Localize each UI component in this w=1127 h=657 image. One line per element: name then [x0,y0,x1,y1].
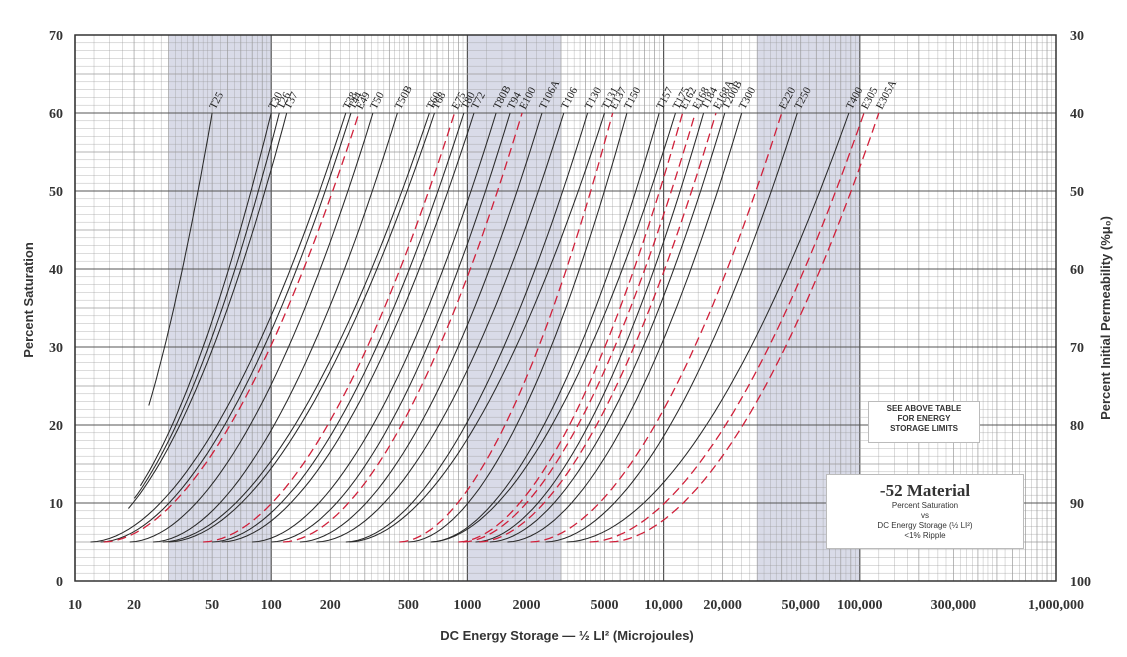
chart-subtitle-line: DC Energy Storage (½ LI²) [877,521,973,530]
x-tick-label: 200 [320,598,341,613]
chart-subtitle-line: <1% Ripple [904,531,946,540]
y-tick-label: 20 [49,419,63,434]
curve-e100 [283,112,523,543]
curve-t50b [153,112,398,543]
chart-subtitle-line: Percent Saturation [891,501,959,510]
grid-lines [74,34,1056,582]
y2-tick-label: 60 [1070,263,1084,278]
y2-tick-label: 50 [1070,185,1084,200]
curve-t200b [489,112,726,543]
y2-tick-labels: 100 90 80 70 60 50 40 30 [1070,29,1091,590]
curve-t72 [221,112,475,543]
plot-frame [74,34,1057,582]
y-tick-labels: 0 10 20 30 40 50 60 70 [49,29,63,590]
y2-axis-title: Percent Initial Permeability (%μ₀) [1098,216,1113,420]
note-line: SEE ABOVE TABLE [886,404,962,413]
x-tick-label: 1,000,000 [1028,598,1084,613]
curve-label-t50: T50 [368,90,387,112]
curve-t106 [316,112,565,543]
curve-t131 [349,112,605,543]
x-tick-label: 2000 [512,598,540,613]
x-tick-label: 20 [127,598,141,613]
y-tick-label: 60 [49,107,63,122]
x-tick-label: 50,000 [781,598,820,613]
note-line: FOR ENERGY [897,414,951,423]
y-tick-label: 30 [49,341,63,356]
y2-tick-label: 30 [1070,29,1084,44]
x-tick-label: 100 [261,598,282,613]
curve-t50 [129,112,374,543]
x-tick-label: 100,000 [837,598,883,613]
curve-t60 [162,112,430,543]
curve-t184 [475,112,705,543]
curve-t80 [212,112,465,543]
curve-t37 [127,112,288,509]
curve-t68 [168,112,435,543]
y2-tick-label: 100 [1070,575,1091,590]
curve-e305 [589,112,865,543]
x-tick-label: 1000 [453,598,481,613]
chart-title: -52 Material [879,481,971,500]
curve-t175 [430,112,677,543]
curve-t44 [100,112,352,543]
y2-tick-label: 70 [1070,341,1084,356]
x-tick-label: 10,000 [644,598,683,613]
curve-t30 [139,112,272,487]
curve-e75 [203,112,456,543]
curve-e137 [399,112,614,543]
note-line: STORAGE LIMITS [890,424,958,433]
curve-label-t106: T106 [559,85,581,112]
curve-e49 [103,112,360,543]
x-tick-label: 500 [398,598,419,613]
curve-e305a [609,112,880,543]
curve-t300 [507,112,743,543]
curve-t157 [430,112,660,543]
x-tick-label: 20,000 [703,598,742,613]
curve-t38 [90,112,347,543]
curve-t26 [133,112,280,499]
chart-subtitle-line: vs [921,511,929,520]
curve-e168a [479,112,717,543]
curve-t130 [345,112,589,543]
curve-e220 [530,112,783,543]
curve-t80b [252,112,497,543]
y-tick-label: 70 [49,29,63,44]
y2-tick-label: 90 [1070,497,1084,512]
x-tick-label: 50 [205,598,219,613]
curve-t94 [271,112,511,543]
x-tick-label: 5000 [591,598,619,613]
y2-tick-label: 80 [1070,419,1084,434]
curve-t250 [545,112,798,543]
y2-tick-label: 40 [1070,107,1084,122]
chart-title-box: -52 Material Percent Saturation vs DC En… [826,474,1024,549]
curve-e168 [462,112,696,543]
x-tick-labels: 10 20 50 100 200 500 1000 2000 5000 10,000 20,000 5… [68,598,1084,613]
y-tick-label: 50 [49,185,63,200]
x-axis-title: DC Energy Storage — ½ LI² (Microjoules) [440,628,694,643]
curve-t106a [299,112,543,543]
curve-t400 [566,112,850,543]
y-axis-title: Percent Saturation [21,242,36,358]
plot-border [74,34,1057,582]
energy-limit-note: SEE ABOVE TABLE FOR ENERGY STORAGE LIMIT… [868,401,980,443]
curve-t25 [148,112,213,406]
x-tick-label: 300,000 [931,598,977,613]
y-tick-label: 40 [49,263,63,278]
curve-e162 [458,112,684,543]
y-tick-label: 10 [49,497,63,512]
curve-t150 [408,112,628,543]
curves-group [90,112,880,543]
y-tick-label: 0 [56,575,63,590]
x-tick-label: 10 [68,598,82,613]
